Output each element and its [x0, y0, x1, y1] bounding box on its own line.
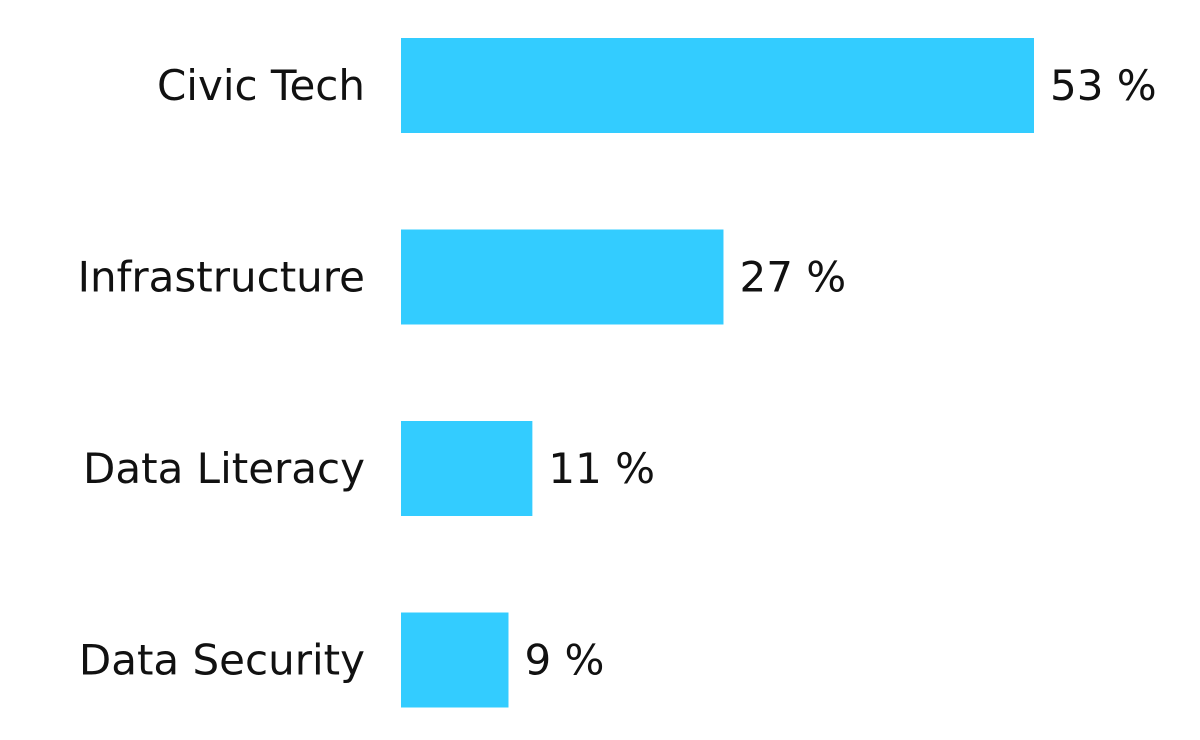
bar-data-literacy [401, 421, 533, 516]
category-label-infrastructure: Infrastructure [78, 253, 365, 302]
bar-civic-tech [401, 38, 1034, 133]
category-label-civic-tech: Civic Tech [157, 61, 365, 110]
value-labels-layer: 53 % 27 % 11 % 9 % [524, 61, 1156, 685]
bars-layer [401, 38, 1034, 708]
category-label-data-literacy: Data Literacy [83, 444, 365, 493]
bar-infrastructure [401, 229, 724, 325]
value-label-data-security: 9 % [524, 636, 604, 685]
value-label-infrastructure: 27 % [739, 253, 846, 302]
category-label-data-security: Data Security [79, 636, 365, 685]
value-label-civic-tech: 53 % [1050, 61, 1157, 110]
bar-data-security [401, 612, 509, 708]
value-label-data-literacy: 11 % [548, 444, 655, 493]
category-labels-layer: Civic Tech Infrastructure Data Literacy Dat… [78, 61, 365, 685]
